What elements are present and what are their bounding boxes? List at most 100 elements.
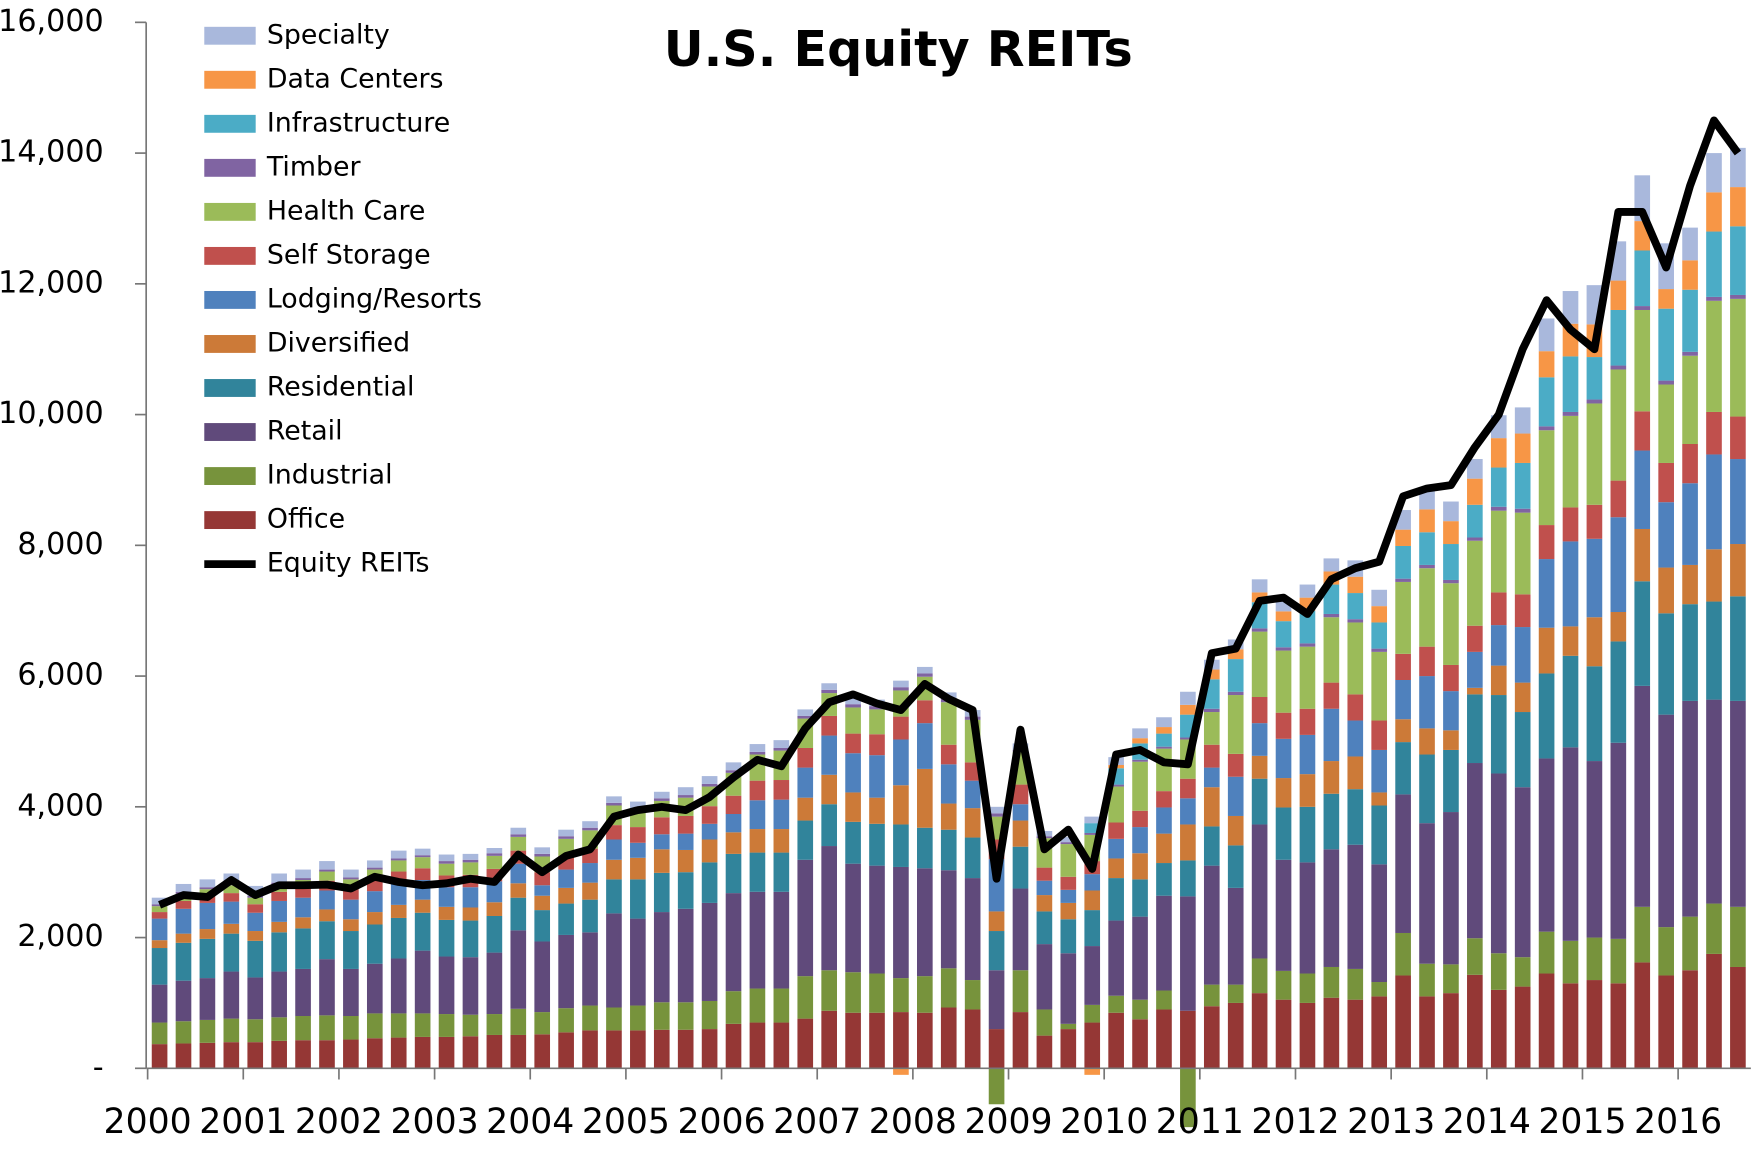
bar-segment (271, 900, 287, 922)
bar-segment (1467, 540, 1483, 626)
bar-segment (1132, 853, 1148, 880)
bar-segment (1514, 508, 1531, 513)
bar-segment (1658, 462, 1674, 503)
bar-segment (1467, 938, 1483, 975)
bar-segment (486, 855, 503, 869)
bar-segment (534, 895, 551, 911)
bar-segment (1347, 999, 1364, 1069)
bar-segment (653, 1029, 670, 1069)
bar-segment (1227, 1002, 1244, 1069)
legend-swatch (204, 290, 256, 309)
bar-segment (653, 817, 670, 835)
bar-segment (1060, 876, 1077, 890)
bar-segment (1132, 759, 1148, 762)
bar-segment (821, 774, 837, 805)
bar-segment (343, 919, 359, 932)
bar-segment (1730, 294, 1746, 299)
bar-segment (558, 887, 574, 904)
bar-segment (199, 902, 216, 930)
bar-segment (1371, 622, 1388, 649)
y-tick-label: 4,000 (17, 788, 103, 823)
legend-swatch (204, 158, 256, 177)
bar-segment (175, 900, 192, 909)
bar-segment (438, 919, 455, 957)
bar-segment (749, 988, 766, 1023)
bar-segment (1323, 682, 1340, 709)
bar-segment (438, 854, 455, 862)
bar-segment (1060, 902, 1077, 920)
bar-segment (223, 971, 240, 1019)
bar-segment (1443, 501, 1459, 522)
bar-segment (1395, 529, 1411, 546)
bar-segment (1347, 789, 1364, 845)
y-tick-label: - (93, 1050, 104, 1085)
bar-segment (606, 859, 622, 880)
bar-segment (988, 813, 1005, 817)
bar-segment (677, 795, 694, 798)
bar-segment (701, 839, 718, 863)
bar-segment (1395, 578, 1411, 582)
bar-segment (1203, 826, 1220, 866)
bar-segment (677, 872, 694, 909)
bar-segment (1347, 694, 1364, 721)
bar-segment (1490, 989, 1507, 1069)
bar-segment (1156, 990, 1172, 1010)
bar-segment (1419, 568, 1435, 647)
bar-segment (1299, 1002, 1316, 1069)
y-tick-label: 14,000 (0, 135, 104, 170)
bar-segment (988, 911, 1005, 932)
bar-segment (151, 1044, 168, 1069)
bar-segment (821, 683, 837, 690)
bar-segment (653, 1002, 670, 1030)
bar-segment (1180, 1010, 1196, 1069)
bar-segment (797, 767, 814, 798)
bar-segment (438, 1014, 455, 1037)
bar-segment (1490, 592, 1507, 626)
bar-segment (151, 904, 168, 907)
bar-segment (606, 839, 622, 860)
bar-segment (1395, 653, 1411, 680)
bar-segment (1730, 226, 1746, 295)
bar-segment (1682, 260, 1698, 290)
bar-segment (247, 912, 264, 932)
bar-segment (510, 1034, 527, 1069)
bar-segment (1251, 778, 1268, 825)
legend-label: Equity REITs (267, 548, 430, 579)
bar-segment (1490, 438, 1507, 468)
bar-segment (725, 832, 742, 854)
bar-segment (1467, 537, 1483, 541)
bar-segment (1180, 798, 1196, 825)
bar-segment (366, 880, 383, 892)
bar-segment (845, 972, 861, 1013)
y-tick-label: 10,000 (0, 396, 104, 431)
bar-segment (462, 887, 479, 908)
bar-segment (1419, 564, 1435, 569)
bar-segment (223, 1042, 240, 1069)
bar-segment (438, 1036, 455, 1069)
bar-segment (1538, 973, 1555, 1069)
bar-segment (1180, 691, 1196, 705)
bar-segment (558, 934, 574, 1009)
y-tick-label: 12,000 (0, 265, 104, 300)
bar-segment (1180, 778, 1196, 799)
legend-swatch (204, 202, 256, 221)
bar-segment (582, 882, 598, 900)
bar-segment (462, 1014, 479, 1037)
legend-label: Office (267, 504, 345, 535)
bar-segment (1586, 399, 1603, 404)
bar-segment (1251, 579, 1268, 593)
bar-segment (1084, 890, 1101, 911)
bar-segment (343, 899, 359, 920)
bar-segment (1275, 712, 1292, 739)
bar-segment (701, 902, 718, 1001)
bar-segment (1586, 761, 1603, 938)
bar-segment (1682, 355, 1698, 445)
bar-segment (1323, 849, 1340, 967)
legend-label: Diversified (267, 327, 410, 358)
bar-segment (151, 918, 168, 941)
bar-segment (821, 804, 837, 847)
bar-segment (1490, 773, 1507, 954)
bar-segment (1443, 579, 1459, 584)
bar-segment (295, 1016, 311, 1041)
